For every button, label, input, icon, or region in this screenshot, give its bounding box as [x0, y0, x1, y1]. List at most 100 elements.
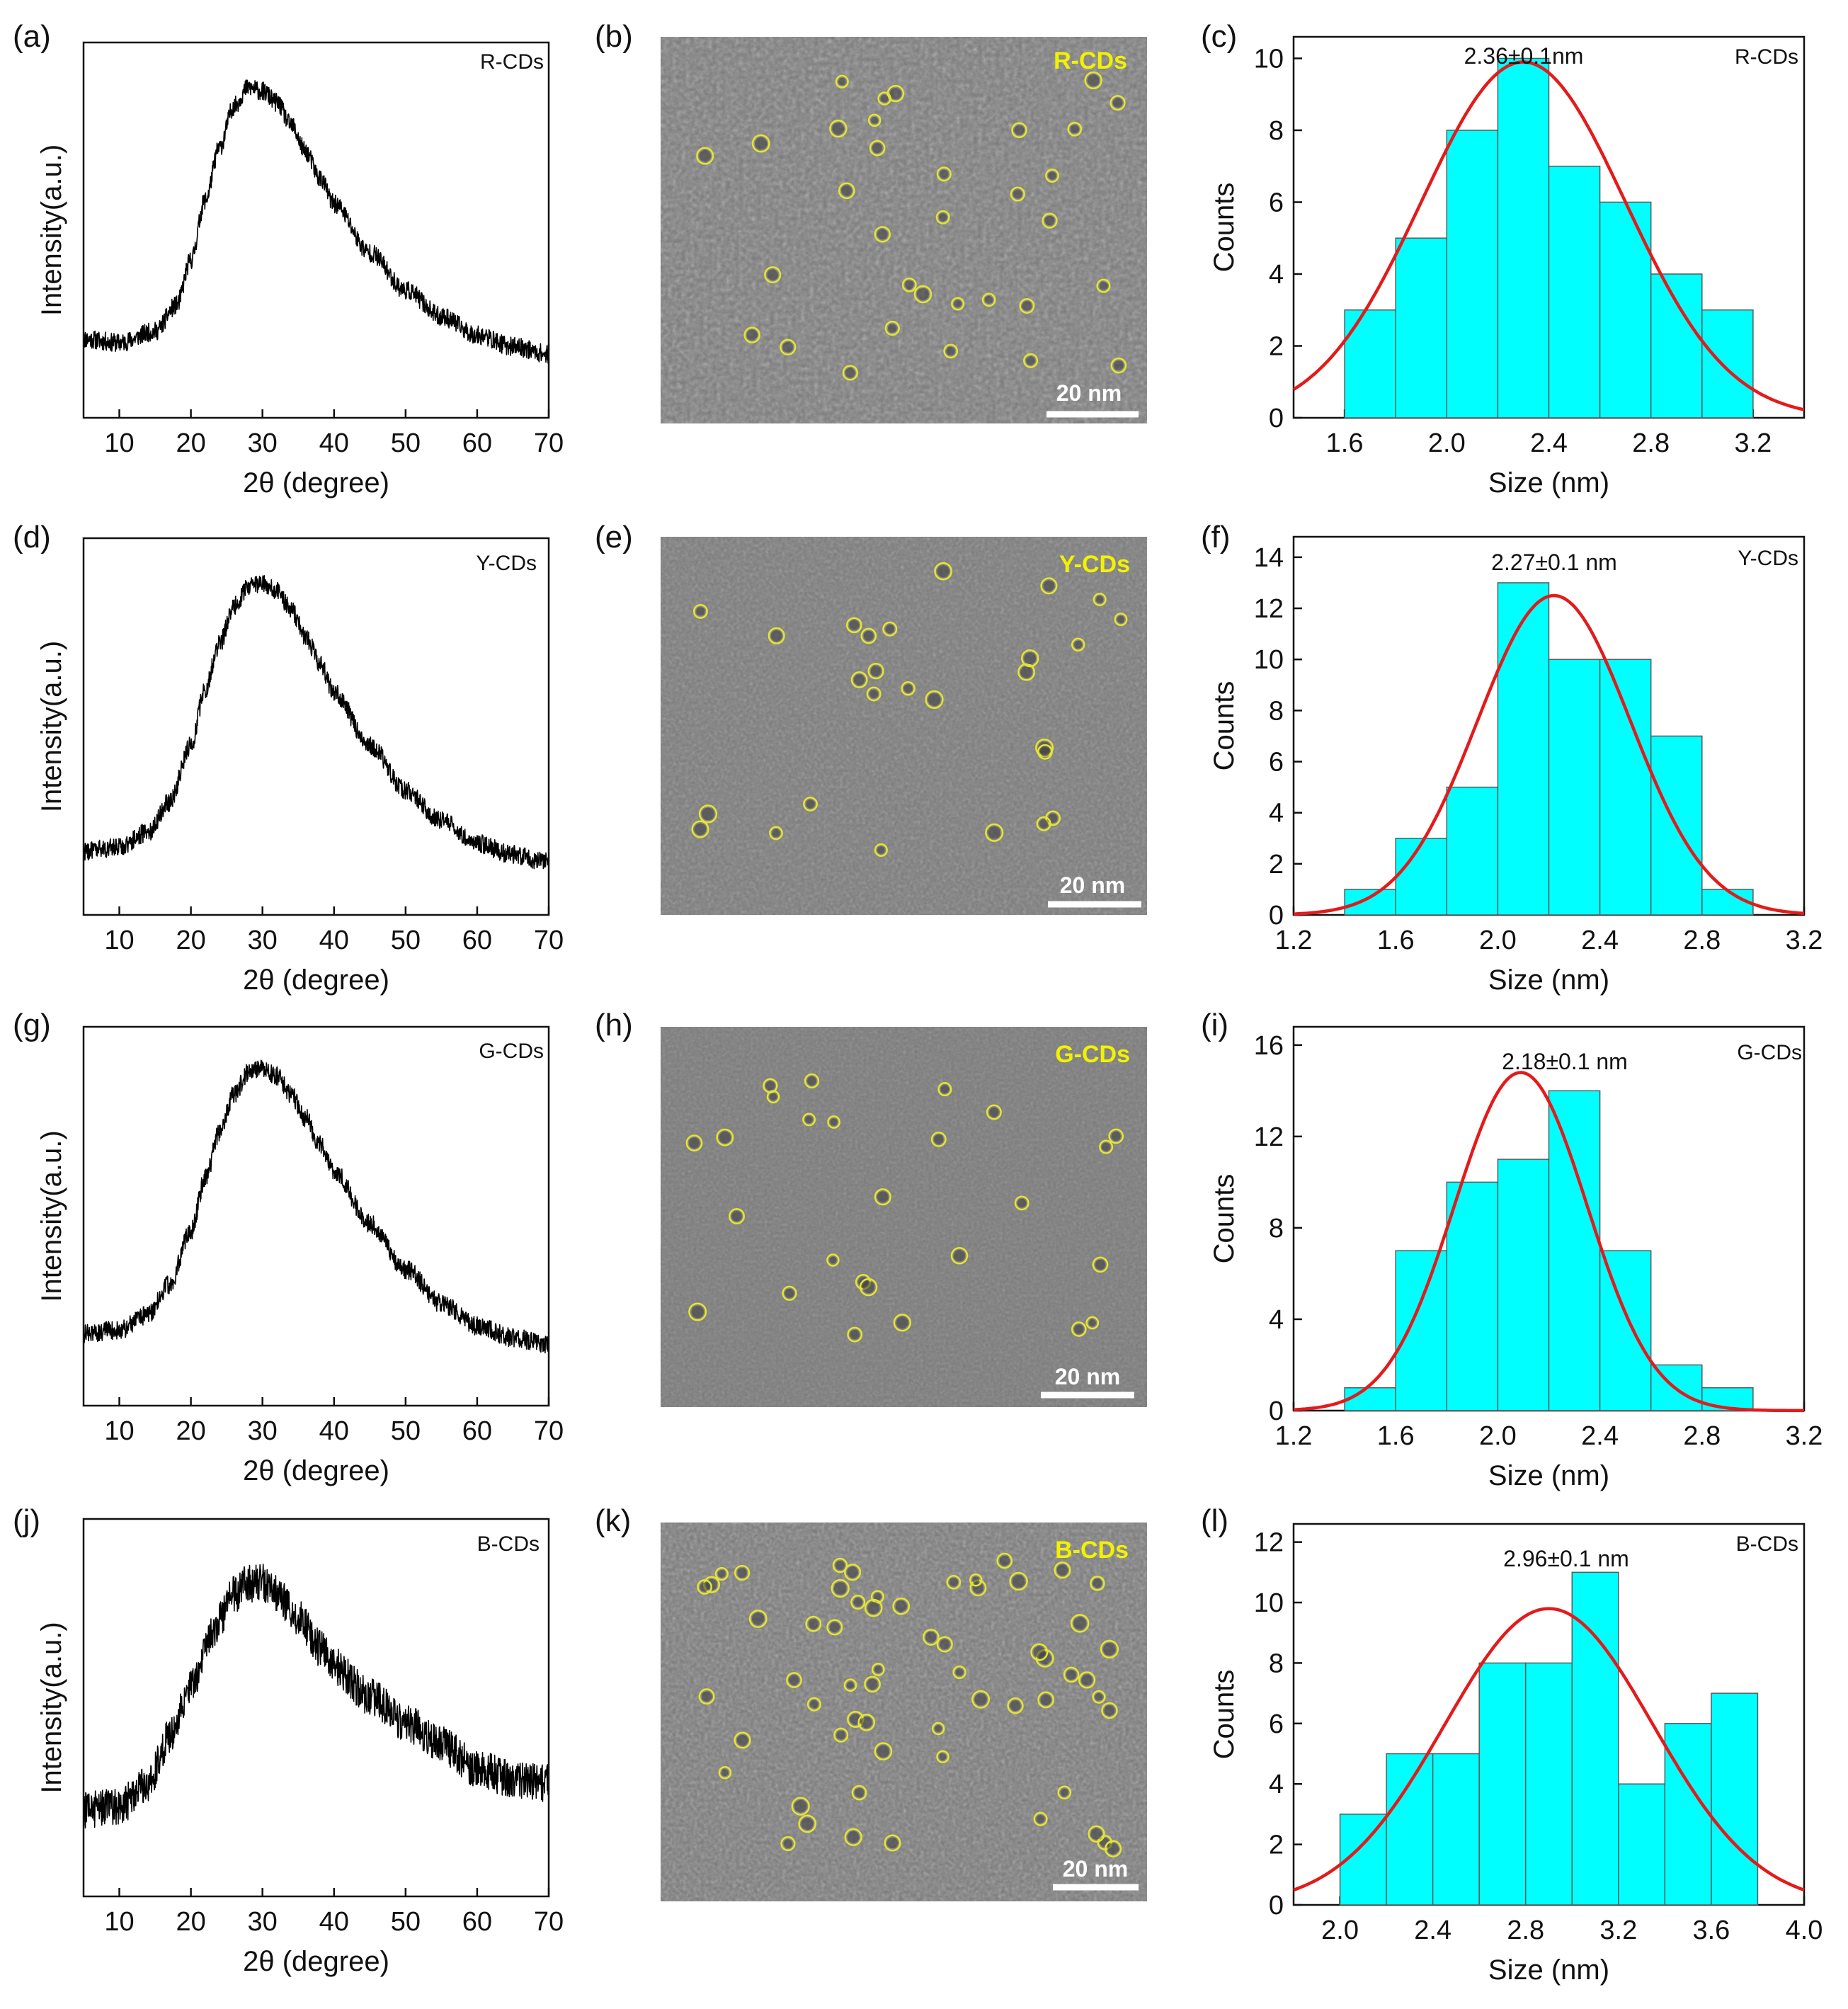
- panel-label-h: (h): [595, 1008, 633, 1042]
- tem-particle-y-cds-21: [1074, 640, 1083, 649]
- x-tick-label-b-cds-1: 20: [176, 1907, 205, 1937]
- tem-particle-marker-r-cds-0: [780, 338, 797, 355]
- tem-particle-y-cds-19: [849, 620, 860, 630]
- tem-particle-b-cds-37: [860, 1717, 872, 1729]
- y-tick-label-r-cds-1: 2: [1269, 331, 1284, 361]
- tem-particle-b-cds-19: [808, 1619, 819, 1629]
- y-tick-label-g-cds-4: 16: [1254, 1031, 1284, 1061]
- tem-particle-marker-b-cds-17: [714, 1566, 729, 1581]
- tem-particle-marker-r-cds-9: [1110, 95, 1126, 111]
- tem-particle-marker-r-cds-18: [935, 210, 950, 224]
- tem-particle-g-cds-21: [785, 1288, 794, 1298]
- tem-particle-marker-g-cds-5: [1071, 1321, 1087, 1337]
- tem-particle-marker-b-cds-37: [857, 1713, 876, 1731]
- histogram-bar-g-cds-5: [1599, 1250, 1652, 1411]
- y-axis-title-b-cds: Counts: [1209, 1670, 1240, 1760]
- tem-particle-b-cds-24: [789, 1675, 799, 1685]
- tem-particle-marker-b-cds-2: [1009, 1571, 1028, 1591]
- tem-particle-b-cds-41: [895, 1600, 907, 1612]
- y-tick-label-g-cds-2: 8: [1269, 1214, 1284, 1243]
- x-tick-label-b-cds-2: 2.8: [1507, 1916, 1544, 1945]
- tem-particle-marker-b-cds-57: [1057, 1785, 1072, 1800]
- tem-particle-g-cds-4: [850, 1329, 860, 1340]
- panel-label-j: (j): [13, 1503, 40, 1538]
- panel-label-f: (f): [1201, 520, 1231, 554]
- x-axis-title-b-cds: 2θ (degree): [243, 1946, 389, 1977]
- tem-particle-marker-g-cds-22: [1014, 1195, 1029, 1211]
- tem-panel-g-cds: (h) G-CDs 20 nm: [595, 1008, 1147, 1407]
- xrd-series-line-b-cds: [83, 1564, 549, 1829]
- xrd-panel-y-cds: (d) 10 20 30 40 50 60 70 2θ (degree) Intensity(a…: [13, 520, 564, 996]
- tem-particle-marker-y-cds-26: [1114, 613, 1128, 627]
- tem-particle-marker-y-cds-6: [934, 562, 952, 581]
- tem-particle-marker-b-cds-23: [874, 1742, 893, 1760]
- x-tick-label-g-cds-5: 60: [462, 1416, 492, 1446]
- tem-particle-marker-b-cds-36: [843, 1678, 857, 1692]
- y-axis-title-g-cds: Counts: [1209, 1174, 1240, 1264]
- x-tick-label-y-cds-3: 2.4: [1581, 926, 1619, 955]
- x-tick-label-g-cds-3: 2.4: [1581, 1421, 1619, 1451]
- hist-size-annotation-g-cds: 2.18±0.1 nm: [1502, 1049, 1628, 1074]
- tem-particle-g-cds-20: [770, 1093, 777, 1100]
- tem-particle-b-cds-52: [700, 1582, 709, 1592]
- x-tick-label-g-cds-6: 70: [534, 1416, 564, 1446]
- xrd-series-line-g-cds: [83, 1059, 549, 1354]
- tem-particle-marker-b-cds-47: [1054, 1561, 1071, 1579]
- tem-particle-b-cds-12: [783, 1839, 793, 1848]
- histogram-bar-r-cds-6: [1650, 273, 1703, 419]
- tem-particle-marker-b-cds-1: [884, 1834, 901, 1852]
- tem-particle-g-cds-11: [896, 1316, 908, 1329]
- tem-particle-r-cds-12: [946, 346, 955, 355]
- histogram-plot-y-cds: 1.2 1.6 2.0 2.4 2.8 3.2 0 2 4 6 8 10 12 14 Size (nm) Co…: [1209, 535, 1823, 996]
- x-tick-label-y-cds-1: 1.6: [1377, 926, 1415, 955]
- tem-particle-marker-b-cds-53: [1092, 1690, 1106, 1704]
- tem-particle-marker-g-cds-2: [804, 1073, 820, 1089]
- tem-particle-r-cds-24: [1026, 356, 1035, 365]
- tem-particle-r-cds-8: [1048, 171, 1056, 180]
- tem-particle-b-cds-1: [886, 1837, 899, 1849]
- tem-particle-y-cds-22: [928, 693, 941, 706]
- tem-particle-marker-b-cds-3: [923, 1629, 940, 1646]
- tem-particle-marker-r-cds-15: [743, 326, 760, 343]
- tem-particle-b-cds-45: [736, 1734, 748, 1746]
- histogram-bar-y-cds-0: [1344, 889, 1396, 916]
- xrd-sample-label-b-cds: B-CDs: [477, 1532, 540, 1556]
- tem-particle-r-cds-27: [699, 149, 711, 162]
- tem-particle-marker-b-cds-39: [698, 1688, 715, 1705]
- tem-particle-marker-b-cds-45: [734, 1731, 751, 1749]
- plot-frame-r-cds: [82, 41, 550, 419]
- x-tick-label-y-cds-1: 20: [176, 926, 205, 955]
- tem-particle-marker-y-cds-15: [691, 820, 709, 838]
- tem-particle-marker-r-cds-19: [867, 113, 882, 127]
- x-axis-title-g-cds: Size (nm): [1488, 1460, 1609, 1491]
- tem-grain-texture-b-cds: [661, 1523, 1147, 1901]
- tem-particle-marker-y-cds-7: [769, 826, 783, 841]
- x-tick-label-b-cds-4: 50: [391, 1907, 421, 1937]
- tem-particle-marker-y-cds-0: [803, 796, 818, 812]
- tem-particle-g-cds-23: [934, 1134, 944, 1144]
- tem-particle-r-cds-31: [767, 269, 778, 280]
- xrd-plot-g-cds: 10 20 30 40 50 60 70 2θ (degree) Intensity(a.u.): [36, 1025, 564, 1486]
- tem-particle-marker-r-cds-27: [696, 147, 714, 165]
- tem-particle-g-cds-0: [829, 1256, 837, 1264]
- tem-particle-b-cds-49: [999, 1555, 1010, 1566]
- tem-particle-marker-b-cds-9: [871, 1663, 885, 1677]
- tem-particle-b-cds-22: [1104, 1705, 1115, 1716]
- tem-particle-b-cds-57: [1060, 1788, 1068, 1797]
- x-tick-label-y-cds-5: 3.2: [1786, 926, 1823, 955]
- x-tick-label-y-cds-2: 2.0: [1479, 926, 1517, 955]
- y-tick-label-g-cds-3: 12: [1254, 1122, 1284, 1152]
- xrd-sample-label-r-cds: R-CDs: [480, 50, 544, 74]
- y-tick-label-g-cds-1: 4: [1269, 1305, 1284, 1335]
- tem-particle-marker-b-cds-21: [936, 1636, 953, 1653]
- tem-particle-marker-g-cds-17: [874, 1188, 891, 1206]
- x-tick-label-y-cds-5: 60: [462, 926, 492, 955]
- tem-particle-marker-g-cds-16: [859, 1277, 878, 1297]
- tem-particle-r-cds-13: [940, 169, 949, 179]
- tem-particle-g-cds-15: [1088, 1319, 1096, 1327]
- histogram-bar-y-cds-4: [1548, 659, 1601, 916]
- x-tick-label-r-cds-5: 60: [462, 428, 492, 458]
- tem-particle-y-cds-15: [694, 823, 707, 836]
- histogram-bar-b-cds-2: [1432, 1753, 1480, 1906]
- tem-particle-g-cds-3: [691, 1305, 704, 1319]
